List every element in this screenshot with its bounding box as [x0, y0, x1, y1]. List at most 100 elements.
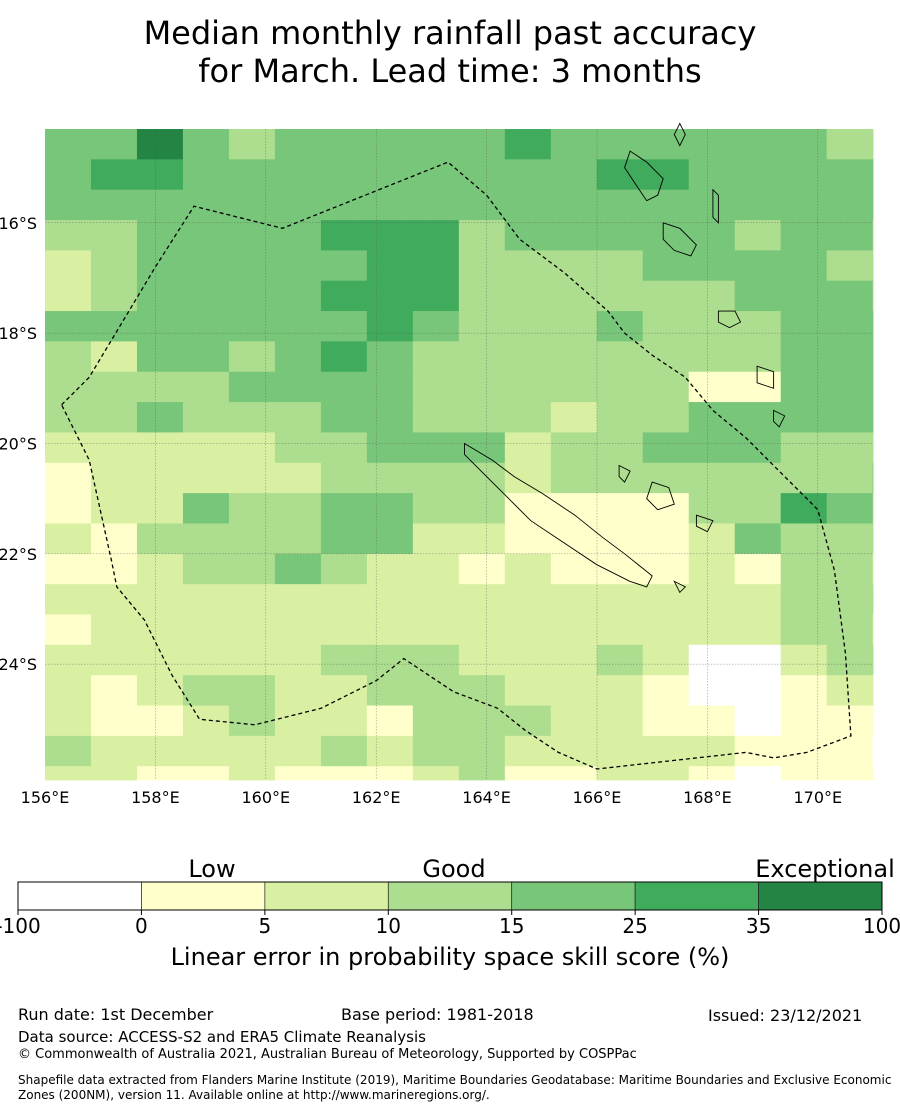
x-tick-label: 162°E — [352, 788, 401, 807]
skill-cell — [412, 220, 460, 251]
skill-cell — [688, 341, 736, 373]
skill-cell — [872, 584, 874, 615]
island-outline — [773, 409, 786, 428]
skill-cell — [826, 402, 874, 433]
skill-cell — [550, 159, 598, 191]
skill-cell — [45, 432, 92, 464]
skill-cell — [596, 584, 644, 615]
colorbar-bin — [758, 881, 883, 911]
skill-cell — [826, 462, 874, 494]
skill-cell — [826, 189, 874, 221]
skill-cell — [320, 523, 368, 555]
skill-cell — [780, 220, 828, 251]
island-outline — [662, 222, 697, 257]
skill-cell — [688, 644, 736, 676]
skill-cell — [734, 341, 782, 373]
colorbar-bin — [387, 881, 513, 911]
skill-cell — [872, 159, 874, 191]
skill-cell — [182, 705, 230, 737]
skill-cell — [412, 280, 460, 312]
skill-cell — [550, 341, 598, 373]
x-tick-label: 160°E — [241, 788, 290, 807]
skill-cell — [550, 766, 598, 781]
map-gridlines — [45, 129, 873, 780]
skill-cell — [320, 766, 368, 781]
skill-cell — [734, 159, 782, 191]
skill-cell — [45, 553, 92, 585]
skill-cell — [45, 493, 92, 524]
skill-cell — [780, 371, 828, 403]
skill-cell — [412, 553, 460, 585]
skill-cell — [872, 220, 874, 251]
skill-cell — [320, 220, 368, 251]
skill-cell — [734, 523, 782, 555]
skill-cell — [90, 250, 138, 282]
skill-cell — [734, 371, 782, 403]
copyright-notice: © Commonwealth of Australia 2021, Austra… — [18, 1047, 637, 1062]
skill-cell — [550, 280, 598, 312]
skill-cell — [228, 280, 276, 312]
skill-cell — [734, 735, 782, 767]
skill-cell — [688, 129, 736, 160]
skill-cell — [642, 189, 690, 221]
skill-cell — [780, 159, 828, 191]
skill-cell — [228, 553, 276, 585]
map-axis-ticks: 156°E 158°E 160°E 162°E 164°E 166°E 168°E 170°E… — [0, 214, 842, 807]
skill-cell — [366, 250, 414, 282]
coastlines — [464, 122, 786, 594]
skill-cell — [228, 735, 276, 767]
skill-cell — [90, 766, 138, 781]
skill-cell — [872, 462, 874, 494]
skill-cell — [274, 735, 322, 767]
skill-cell — [412, 614, 460, 646]
skill-cell — [320, 250, 368, 282]
skill-cell — [688, 250, 736, 282]
skill-cell — [826, 371, 874, 403]
skill-cell — [872, 644, 874, 676]
skill-cell — [45, 220, 92, 251]
skill-cell — [504, 432, 552, 464]
skill-cell — [136, 644, 184, 676]
skill-cell — [826, 341, 874, 373]
skill-cell — [182, 220, 230, 251]
skill-cell — [228, 644, 276, 676]
skill-cell — [780, 280, 828, 312]
skill-cell — [228, 766, 276, 781]
skill-cell — [228, 432, 276, 464]
skill-cell — [780, 614, 828, 646]
skill-cell — [734, 462, 782, 494]
skill-cell — [320, 159, 368, 191]
skill-cell — [826, 523, 874, 555]
skill-cell — [780, 766, 828, 781]
skill-cell — [136, 311, 184, 342]
skill-cell — [596, 675, 644, 706]
skill-cell — [504, 675, 552, 706]
skill-cell — [320, 311, 368, 342]
skill-cell — [136, 280, 184, 312]
skill-cell — [688, 614, 736, 646]
skill-cell — [412, 644, 460, 676]
skill-cell — [550, 493, 598, 524]
map-svg: 156°E 158°E 160°E 162°E 164°E 166°E 168°E 170°E… — [0, 122, 874, 807]
skill-cell — [550, 614, 598, 646]
skill-cell — [228, 402, 276, 433]
skill-cell — [136, 735, 184, 767]
skill-cell — [504, 553, 552, 585]
rainfall-skill-map: 156°E 158°E 160°E 162°E 164°E 166°E 168°E 170°E… — [0, 120, 900, 820]
colorbar-tick-label: 0 — [135, 914, 148, 938]
skill-cell — [734, 220, 782, 251]
legend-category-good: Good — [422, 855, 485, 883]
skill-cell — [136, 129, 184, 160]
skill-cell — [228, 159, 276, 191]
skill-cell — [642, 402, 690, 433]
skill-cell — [274, 371, 322, 403]
skill-cell — [872, 675, 874, 706]
skill-cell — [412, 584, 460, 615]
skill-cell — [504, 129, 552, 160]
skill-cell — [412, 462, 460, 494]
skill-cell — [596, 311, 644, 342]
skill-cell — [734, 402, 782, 433]
skill-cell — [872, 189, 874, 221]
skill-cell — [504, 250, 552, 282]
skill-cell — [780, 735, 828, 767]
